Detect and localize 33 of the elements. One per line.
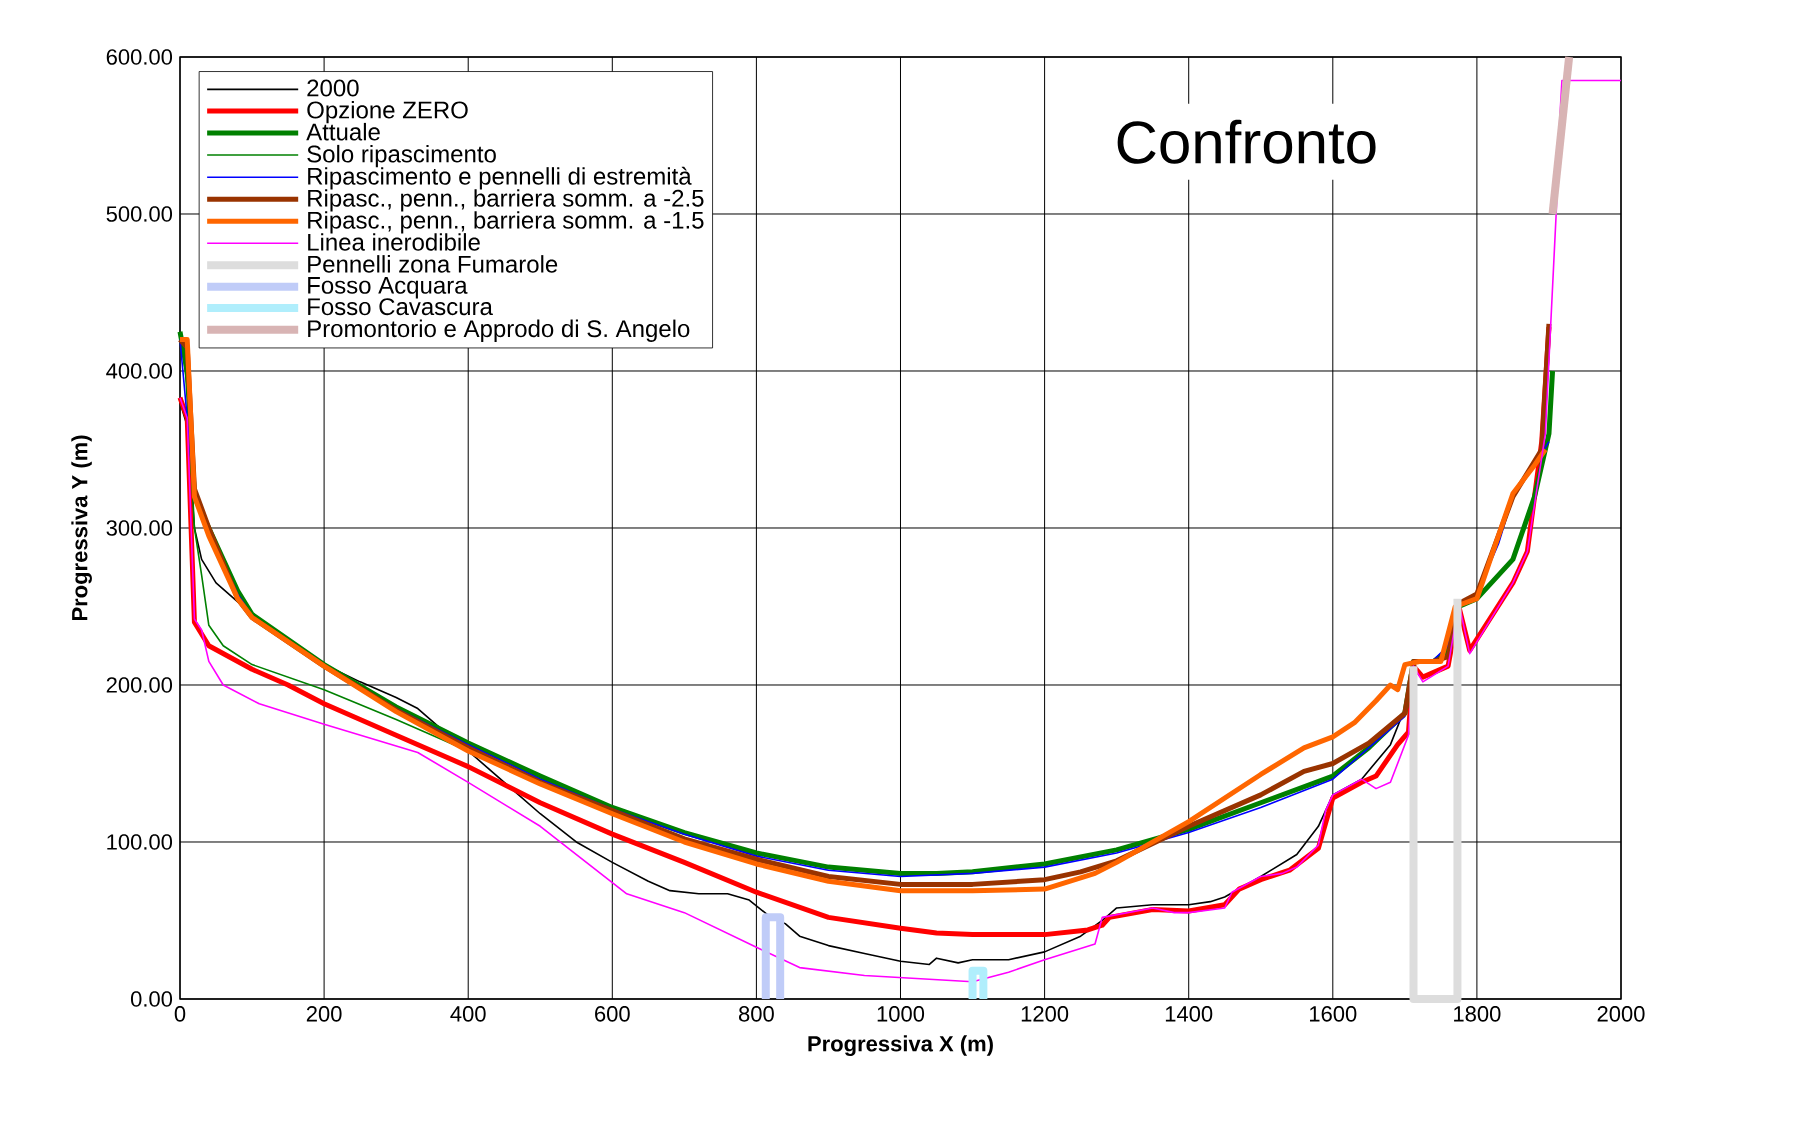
y-axis-title: Progressiva Y (m) <box>71 435 92 621</box>
x-tick-label: 1000 <box>877 1006 925 1022</box>
x-tick-label: 800 <box>738 1006 774 1022</box>
y-tick-label: 200.00 <box>106 677 173 693</box>
legend-label: Promontorio e Approdo di S. Angelo <box>308 319 690 342</box>
y-tick-label: 500.00 <box>106 206 173 222</box>
legend-label: 2000 <box>307 79 359 97</box>
x-tick-label: 1800 <box>1454 1006 1501 1022</box>
text: Confronto <box>1117 119 1376 164</box>
x-tick-label: 1600 <box>1309 1006 1357 1022</box>
legend-label: Ripasc., penn., barriera somm. a -1.5 <box>308 211 704 234</box>
x-tick-label: 2000 <box>1597 1006 1645 1022</box>
x-tick-label: 1200 <box>1021 1006 1069 1022</box>
x-tick-label: 400 <box>450 1006 486 1022</box>
y-tick-label: 600.00 <box>106 49 173 65</box>
legend-label: Opzione ZERO <box>307 100 468 124</box>
legend-label: Fosso Acquara <box>308 277 468 299</box>
x-axis-title: Progressiva X (m) <box>808 1035 993 1056</box>
x-tick-label: 1400 <box>1165 1006 1213 1022</box>
legend-label: Ripascimento e pennelli di estremità <box>308 166 692 190</box>
y-tick-label: 100.00 <box>107 834 173 850</box>
y-tick-label: 400.00 <box>106 363 173 379</box>
legend-label: Linea inerodibile <box>308 233 480 251</box>
y-tick-label: 0.00 <box>130 991 173 1007</box>
legend-label: Fosso Cavascura <box>308 298 493 316</box>
x-tick-label: 0 <box>174 1006 186 1022</box>
legend-label: Solo ripascimento <box>307 144 496 168</box>
x-tick-label: 200 <box>306 1006 342 1022</box>
y-tick-label: 300.00 <box>106 520 173 536</box>
legend-label: Pennelli zona Fumarole <box>308 255 558 273</box>
legend-label: Attuale <box>306 122 380 141</box>
legend-label: Ripasc., penn., barriera somm. a -2.5 <box>308 189 704 212</box>
x-tick-label: 600 <box>595 1006 630 1022</box>
